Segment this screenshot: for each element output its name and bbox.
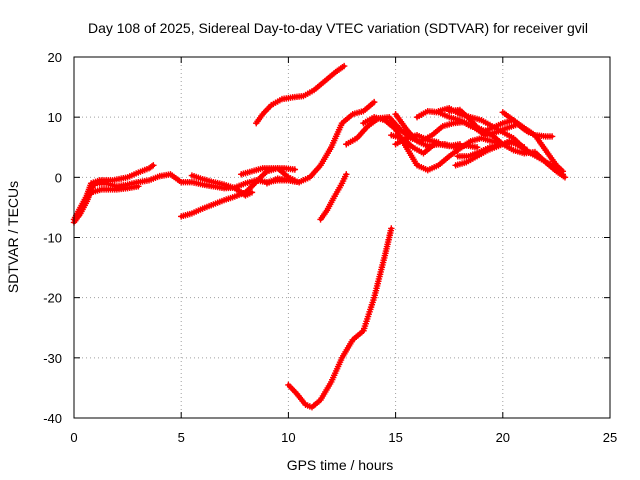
data-point <box>150 162 157 169</box>
data-series-arc-15 <box>499 109 567 175</box>
data-series-arc-1b <box>70 162 157 223</box>
y-tick-label: -40 <box>43 411 62 426</box>
data-point <box>456 141 464 148</box>
data-series-arc-2b <box>188 172 256 199</box>
ticks: 0 5 10 15 20 25 20 10 0 -10 -20 -30 -40 <box>43 50 617 445</box>
data-point <box>388 225 395 232</box>
x-tick-label: 0 <box>70 430 77 445</box>
data-series-arc-2c <box>238 165 299 178</box>
x-tick-label: 20 <box>496 430 510 445</box>
series-trace <box>72 163 156 222</box>
data-series-arc-13 <box>446 106 556 140</box>
series-trace <box>286 226 394 409</box>
data-series-arc-6 <box>317 171 350 223</box>
x-tick-label: 10 <box>281 430 295 445</box>
y-axis-label: SDTVAR / TECUs <box>5 181 21 293</box>
data-point <box>343 171 350 178</box>
data-point <box>497 141 504 148</box>
data-point <box>148 163 156 170</box>
y-tick-label: -10 <box>43 231 62 246</box>
data-series-arc-17 <box>392 132 442 148</box>
y-tick-label: -30 <box>43 351 62 366</box>
data-point <box>291 166 299 173</box>
data-point <box>340 62 348 70</box>
data-point <box>435 139 442 146</box>
data-series-arc-1c <box>75 183 142 220</box>
data-point <box>135 183 142 190</box>
x-tick-label: 15 <box>388 430 402 445</box>
data-series-arc-5 <box>285 225 395 411</box>
data-series-arc-4 <box>253 62 348 127</box>
x-axis-label: GPS time / hours <box>287 457 394 473</box>
data-point <box>548 133 556 140</box>
data-series-arc-16 <box>454 141 504 160</box>
data-point <box>559 168 567 175</box>
data-layer <box>70 62 569 411</box>
x-tick-label: 5 <box>178 430 185 445</box>
y-tick-label: -20 <box>43 291 62 306</box>
data-point <box>370 98 378 106</box>
y-tick-label: 10 <box>48 110 62 125</box>
x-tick-label: 25 <box>603 430 617 445</box>
chart-title: Day 108 of 2025, Sidereal Day-to-day VTE… <box>88 20 588 36</box>
data-series-arc-3 <box>263 98 378 187</box>
data-point <box>473 144 481 151</box>
y-tick-label: 20 <box>48 50 62 65</box>
y-tick-label: 0 <box>55 170 62 185</box>
data-point <box>248 189 256 196</box>
